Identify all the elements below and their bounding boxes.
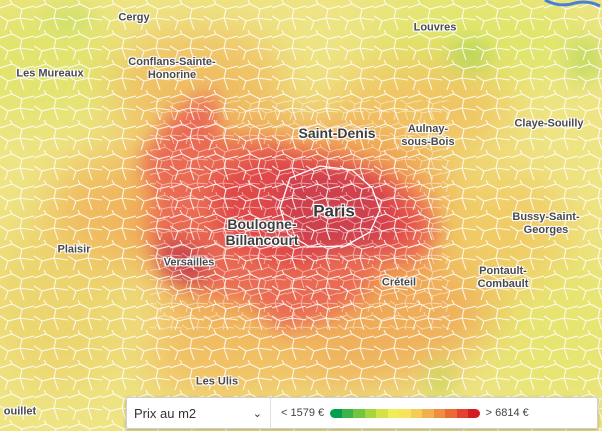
place-label-versailles: Versailles bbox=[163, 256, 215, 269]
place-label-aulnay: Aulnay-sous-Bois bbox=[401, 123, 455, 148]
legend-max-label: > 6814 € bbox=[485, 407, 529, 419]
place-label-claye: Claye-Souilly bbox=[514, 117, 584, 130]
paris-boundary bbox=[279, 165, 381, 248]
place-label-cergy: Cergy bbox=[118, 11, 150, 24]
place-label-pontault: Pontault- Combault bbox=[477, 265, 529, 290]
legend-color-scale bbox=[330, 408, 480, 418]
place-label-conflans: Conflans-Sainte- Honorine bbox=[128, 56, 216, 81]
legend-swatch-2 bbox=[353, 408, 365, 418]
place-label-saint-denis: Saint-Denis bbox=[298, 125, 376, 141]
river-shape bbox=[544, 0, 601, 8]
place-label-louvres: Louvres bbox=[413, 21, 457, 34]
place-label-les-ulis: Les Ulis bbox=[195, 375, 239, 388]
legend-swatch-3 bbox=[364, 408, 377, 418]
place-label-paris: Paris bbox=[313, 201, 355, 221]
price-legend: < 1579 € > 6814 € bbox=[271, 407, 529, 419]
map-controls-panel: Prix au m2 ⌄ < 1579 € > 6814 € bbox=[126, 397, 598, 429]
legend-swatch-8 bbox=[422, 408, 434, 418]
legend-swatch-12 bbox=[468, 408, 480, 418]
place-label-plaisir: Plaisir bbox=[57, 243, 91, 256]
legend-swatch-10 bbox=[445, 408, 457, 418]
legend-swatch-0 bbox=[330, 408, 342, 418]
legend-swatch-4 bbox=[376, 408, 388, 418]
legend-swatch-9 bbox=[433, 408, 446, 418]
place-label-les-mureaux: Les Mureaux bbox=[16, 67, 84, 80]
chevron-down-icon: ⌄ bbox=[252, 407, 262, 420]
metric-select-value: Prix au m2 bbox=[134, 405, 197, 421]
legend-swatch-5 bbox=[387, 408, 400, 418]
inner-commune-borders bbox=[150, 100, 450, 330]
legend-swatch-1 bbox=[341, 408, 354, 418]
place-label-creteil: Créteil bbox=[381, 276, 417, 289]
place-label-souillet: ouillet bbox=[3, 405, 37, 418]
legend-swatch-11 bbox=[456, 408, 469, 418]
place-label-boulogne: Boulogne- Billancourt bbox=[225, 216, 299, 248]
place-label-bussy: Bussy-Saint- Georges bbox=[512, 211, 580, 236]
legend-swatch-7 bbox=[410, 408, 423, 418]
legend-swatch-6 bbox=[399, 408, 411, 418]
legend-min-label: < 1579 € bbox=[281, 407, 325, 419]
metric-select[interactable]: Prix au m2 ⌄ bbox=[127, 398, 271, 428]
